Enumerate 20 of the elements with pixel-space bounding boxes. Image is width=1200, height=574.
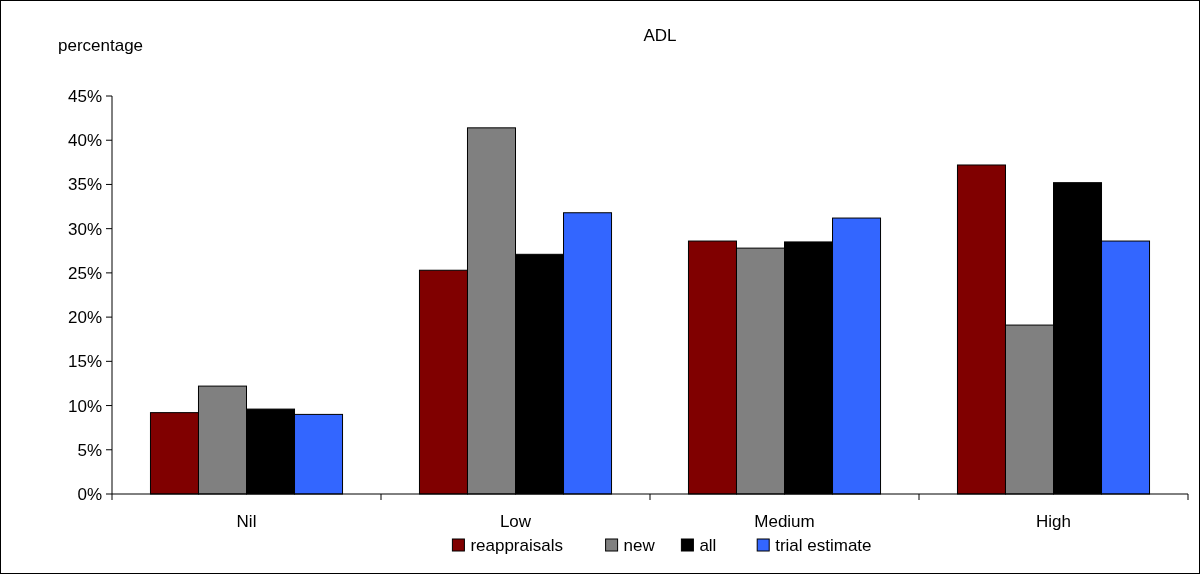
legend-label: reappraisals xyxy=(470,536,564,555)
y-axis-title: percentage xyxy=(58,36,144,55)
x-tick-label: Nil xyxy=(236,512,257,531)
y-tick-label: 30% xyxy=(67,219,102,239)
chart-title: ADL xyxy=(643,26,677,45)
x-tick-label: High xyxy=(1036,512,1071,531)
y-tick-label: 0% xyxy=(77,484,102,504)
x-tick-label: Low xyxy=(499,512,532,531)
y-tick-label: 45% xyxy=(67,86,102,106)
legend-label: trial estimate xyxy=(775,536,872,555)
legend-label: all xyxy=(699,536,717,555)
y-tick-label: 35% xyxy=(67,175,102,195)
legend-label: new xyxy=(623,536,656,555)
y-tick-label: 5% xyxy=(77,440,102,460)
y-tick-label: 20% xyxy=(67,308,102,328)
x-tick-label: Medium xyxy=(754,512,815,531)
y-tick-label: 40% xyxy=(67,131,102,151)
y-tick-label: 15% xyxy=(67,352,102,372)
y-tick-label: 25% xyxy=(67,263,102,283)
y-tick-label: 10% xyxy=(67,396,102,416)
